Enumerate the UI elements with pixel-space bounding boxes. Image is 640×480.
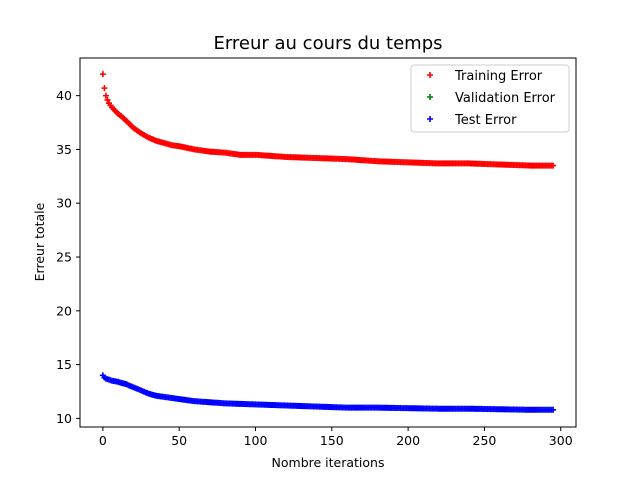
x-tick-label: 0 bbox=[99, 433, 107, 448]
series-2-points bbox=[99, 372, 557, 413]
data-point bbox=[104, 96, 111, 103]
y-tick-label: 25 bbox=[56, 250, 72, 265]
y-tick-label: 30 bbox=[56, 196, 72, 211]
data-point bbox=[99, 71, 106, 78]
data-point bbox=[550, 406, 557, 413]
legend: Training Error Validation Error Test Error bbox=[410, 64, 570, 133]
y-tick-label: 10 bbox=[56, 411, 72, 426]
y-axis-ticks: 10 15 20 25 30 35 40 bbox=[56, 88, 80, 426]
legend-marker bbox=[427, 94, 433, 100]
y-tick-label: 15 bbox=[56, 357, 72, 372]
x-tick-label: 150 bbox=[320, 433, 344, 448]
legend-label: Training Error bbox=[454, 69, 543, 84]
chart-title: Erreur au cours du temps bbox=[213, 33, 442, 54]
x-tick-label: 100 bbox=[244, 433, 268, 448]
data-point bbox=[102, 92, 109, 99]
y-tick-label: 40 bbox=[56, 88, 72, 103]
data-point bbox=[101, 85, 108, 92]
legend-label: Validation Error bbox=[455, 91, 556, 106]
plot-marks bbox=[99, 71, 557, 413]
x-axis-label: Nombre iterations bbox=[272, 455, 385, 470]
legend-marker bbox=[427, 72, 433, 78]
x-axis-ticks: 0 50 100 150 200 250 300 bbox=[99, 427, 573, 448]
data-point bbox=[550, 162, 557, 169]
x-tick-label: 250 bbox=[473, 433, 497, 448]
x-tick-label: 200 bbox=[396, 433, 420, 448]
plot-frame bbox=[79, 57, 577, 428]
legend-box bbox=[410, 64, 570, 133]
y-tick-label: 35 bbox=[56, 142, 72, 157]
legend-marker bbox=[427, 116, 433, 122]
y-tick-label: 20 bbox=[56, 303, 72, 318]
legend-label: Test Error bbox=[454, 113, 517, 128]
series-0-points bbox=[99, 71, 557, 169]
y-axis-label: Erreur totale bbox=[32, 202, 47, 281]
x-tick-label: 300 bbox=[549, 433, 573, 448]
x-tick-label: 50 bbox=[171, 433, 187, 448]
